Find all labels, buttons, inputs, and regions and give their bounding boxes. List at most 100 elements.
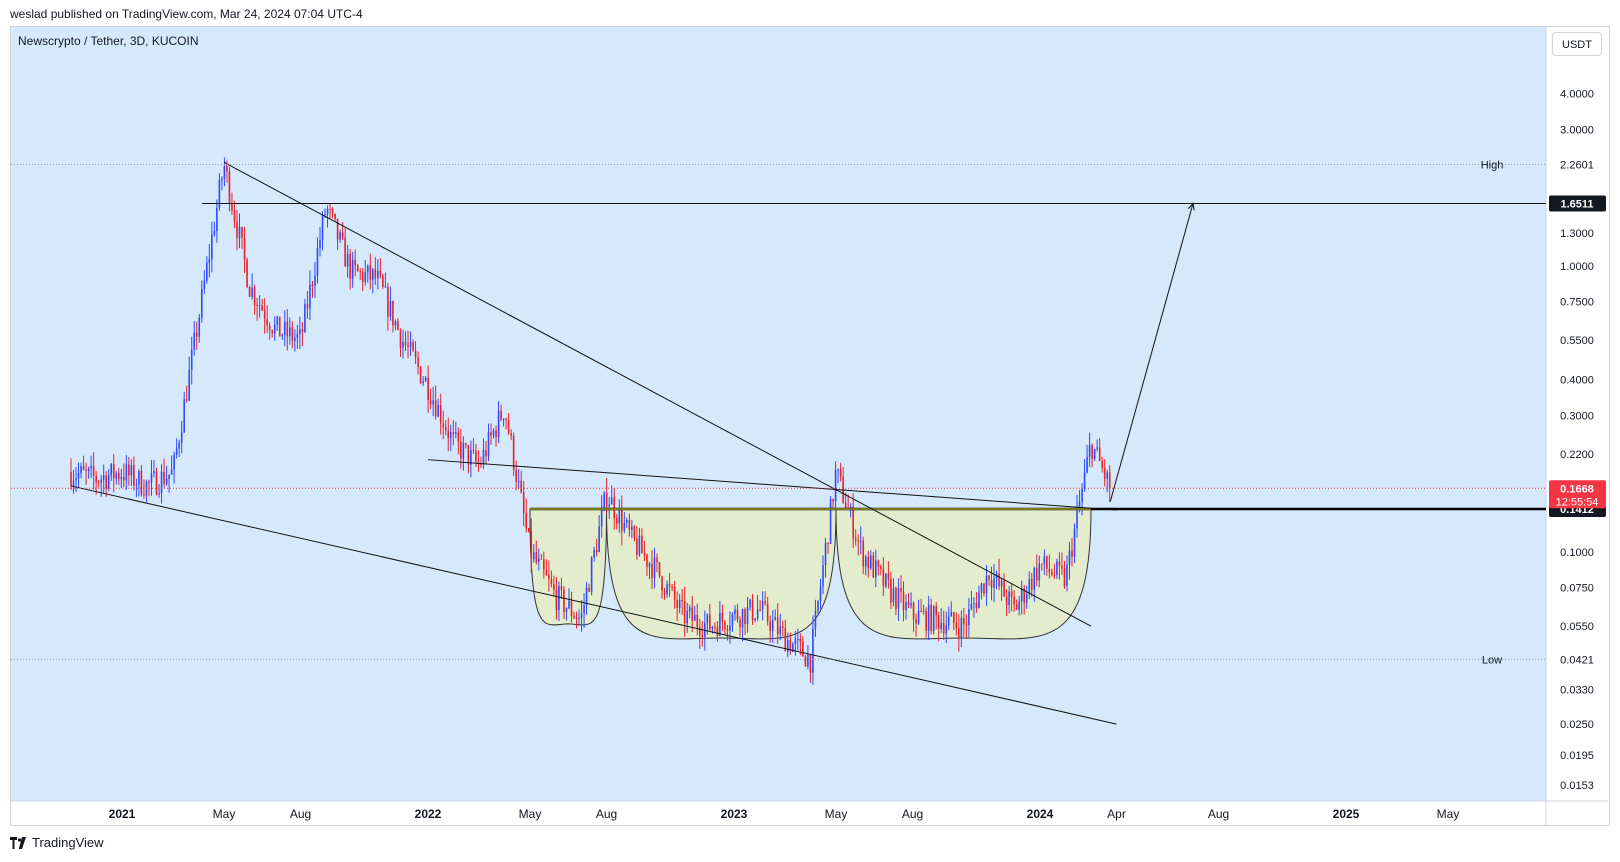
falling-support: [70, 485, 1117, 725]
candle: [915, 613, 917, 637]
candle: [1015, 599, 1018, 611]
candle-body: [970, 603, 973, 610]
candle-body: [105, 475, 108, 489]
plot-area[interactable]: [11, 27, 1546, 801]
candle-body: [434, 400, 437, 417]
candle: [1030, 572, 1033, 597]
candle: [427, 365, 429, 413]
x-tick-label: 2023: [721, 807, 748, 821]
candle: [429, 388, 432, 410]
arrow-head: [1188, 202, 1195, 211]
candle-body: [605, 492, 608, 507]
candle: [470, 440, 472, 478]
candle: [1008, 585, 1010, 614]
candle-body: [193, 332, 196, 350]
time-scale[interactable]: [11, 801, 1546, 825]
candle-body: [754, 618, 756, 621]
candle-body: [859, 540, 862, 542]
candle-body: [238, 227, 241, 239]
candle-body: [761, 601, 764, 610]
candle-body: [1103, 467, 1106, 479]
candle: [1098, 437, 1101, 462]
candle: [110, 462, 113, 481]
candle: [543, 551, 545, 579]
candle: [306, 291, 309, 319]
candle-body: [180, 432, 183, 443]
candle-body: [198, 317, 201, 337]
candle-body: [1071, 550, 1073, 557]
candle-body: [346, 253, 349, 267]
candle: [173, 451, 175, 484]
candle-body: [485, 449, 487, 457]
candle-body: [515, 469, 517, 482]
footer-brand[interactable]: TradingView: [10, 835, 104, 850]
candle-body: [1086, 457, 1088, 473]
candle: [354, 249, 357, 277]
candle-body: [653, 557, 656, 579]
candle-body: [663, 590, 666, 595]
candle: [666, 580, 668, 599]
x-tick-label: Aug: [1208, 807, 1229, 821]
candle: [947, 606, 950, 631]
candle: [487, 423, 490, 462]
candle: [251, 273, 253, 300]
candle: [887, 561, 890, 589]
currency-button[interactable]: USDT: [1552, 32, 1602, 56]
candle-body: [248, 286, 251, 297]
candle-body: [656, 557, 658, 563]
candle: [200, 280, 203, 323]
candle: [558, 581, 560, 622]
candle-body: [321, 215, 324, 241]
candle-body: [266, 319, 268, 326]
chart-frame[interactable]: [10, 26, 1610, 826]
candle-body: [256, 304, 258, 306]
candle-body: [477, 461, 480, 465]
candle-body: [741, 609, 744, 628]
candle-body: [455, 432, 457, 434]
candle: [87, 466, 90, 479]
candle-body: [243, 237, 246, 260]
candle: [447, 417, 450, 452]
candle: [1020, 580, 1023, 615]
candle-body: [213, 231, 216, 235]
candle-body: [379, 270, 382, 276]
candle: [693, 605, 696, 621]
candle: [414, 341, 417, 364]
candle: [331, 207, 334, 219]
candle-body: [631, 526, 633, 530]
price-scale[interactable]: [1546, 27, 1608, 801]
candle-body: [927, 604, 930, 631]
candle: [822, 555, 824, 595]
candle-body: [377, 270, 379, 279]
candle: [744, 607, 746, 635]
candle: [444, 420, 447, 436]
candle-body: [331, 208, 334, 214]
candle-body: [588, 587, 590, 592]
candle-body: [706, 614, 709, 624]
candle: [877, 559, 880, 576]
candle: [490, 423, 492, 445]
candle: [1066, 555, 1068, 592]
candle: [983, 582, 985, 597]
candle: [1083, 459, 1086, 492]
candle-body: [112, 463, 115, 479]
candle: [839, 462, 842, 482]
candle-body: [864, 556, 867, 567]
candle-body: [334, 213, 336, 219]
candle-body: [439, 404, 442, 424]
candle-body: [935, 606, 937, 616]
candle: [1003, 573, 1005, 598]
candle: [356, 264, 359, 272]
flat-resistance: [427, 459, 1117, 511]
candle-body: [507, 419, 510, 434]
candle-body: [895, 587, 897, 609]
candle-body: [993, 578, 995, 588]
candle: [751, 594, 754, 625]
candle-body: [598, 526, 600, 552]
candle: [691, 595, 694, 632]
candle: [784, 619, 787, 652]
candle-body: [570, 600, 573, 617]
candle-body: [394, 321, 397, 326]
candle: [1086, 444, 1088, 474]
